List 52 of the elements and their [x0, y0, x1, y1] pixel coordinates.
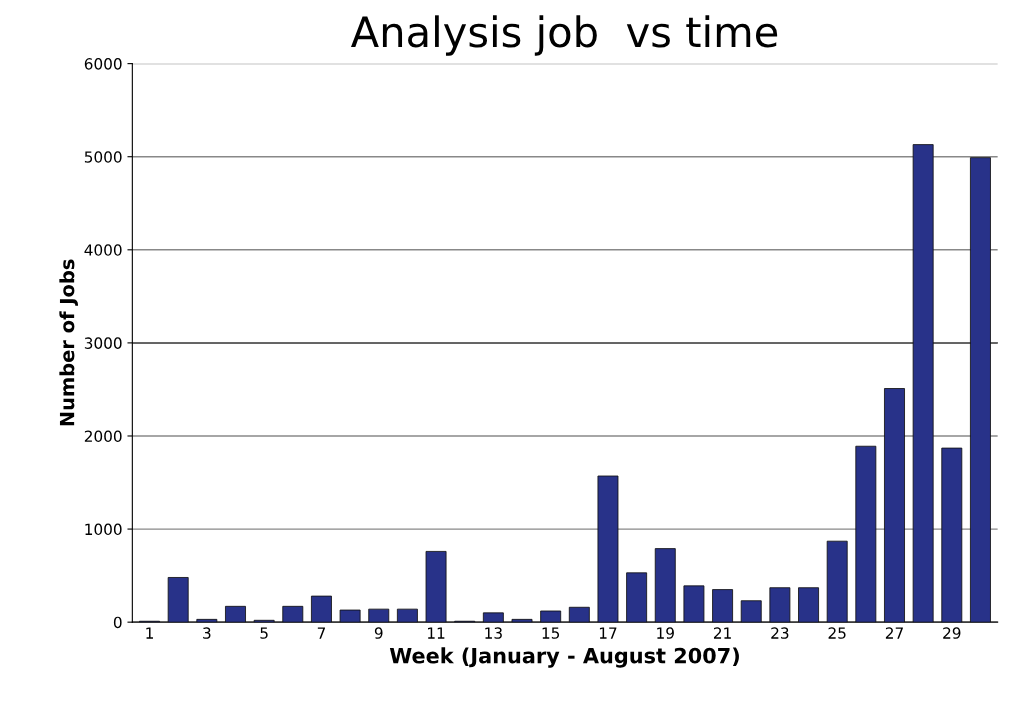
bar: [654, 548, 676, 623]
bar: [396, 608, 418, 623]
x-tick-label: 23: [771, 627, 789, 639]
bar: [941, 447, 963, 623]
bar: [740, 600, 762, 623]
x-tick-label: 3: [203, 627, 211, 639]
x-tick-label: 1: [146, 627, 153, 639]
bar: [683, 585, 705, 623]
bar: [798, 587, 819, 623]
bar: [970, 157, 991, 623]
x-tick-label: 17: [599, 627, 617, 639]
bar: [884, 388, 905, 623]
y-tick-label: 6000: [84, 58, 122, 70]
bar: [769, 587, 791, 623]
x-tick-label: 9: [374, 627, 383, 639]
bar: [511, 618, 533, 623]
bar: [368, 608, 390, 623]
x-tick-label: 15: [542, 627, 560, 639]
bar: [855, 445, 877, 623]
y-tick-label: 1000: [85, 523, 122, 536]
y-tick-label: 2000: [84, 430, 122, 442]
bar: [597, 475, 619, 623]
bar: [339, 609, 361, 623]
bar: [282, 605, 304, 623]
chart-title: Analysis job vs time: [350, 15, 778, 56]
x-tick-label: 11: [428, 627, 445, 639]
y-tick-label: 3000: [84, 337, 122, 349]
bar: [912, 144, 934, 623]
x-tick-label: 13: [485, 627, 502, 639]
bar: [482, 612, 504, 623]
x-tick-label: 29: [943, 627, 961, 639]
x-axis-title: Week (January - August 2007): [389, 647, 739, 668]
x-tick-label: 19: [657, 627, 674, 639]
bar: [626, 572, 648, 623]
x-tick-label: 27: [885, 627, 903, 639]
bar: [196, 618, 218, 623]
bar: [225, 605, 246, 623]
bar: [540, 610, 562, 623]
bar: [167, 577, 189, 623]
bar: [311, 595, 332, 623]
x-tick-label: 7: [317, 627, 325, 639]
y-tick-label: 0: [113, 616, 122, 629]
bar: [826, 540, 848, 623]
x-tick-label: 5: [260, 627, 268, 639]
bar: [568, 606, 590, 623]
x-tick-label: 21: [713, 627, 731, 639]
bar: [712, 589, 734, 623]
y-axis-title: Number of Jobs: [59, 259, 79, 426]
y-tick-label: 5000: [84, 151, 122, 163]
bar: [425, 550, 447, 623]
x-tick-label: 25: [828, 627, 846, 639]
y-tick-label: 4000: [84, 244, 122, 256]
